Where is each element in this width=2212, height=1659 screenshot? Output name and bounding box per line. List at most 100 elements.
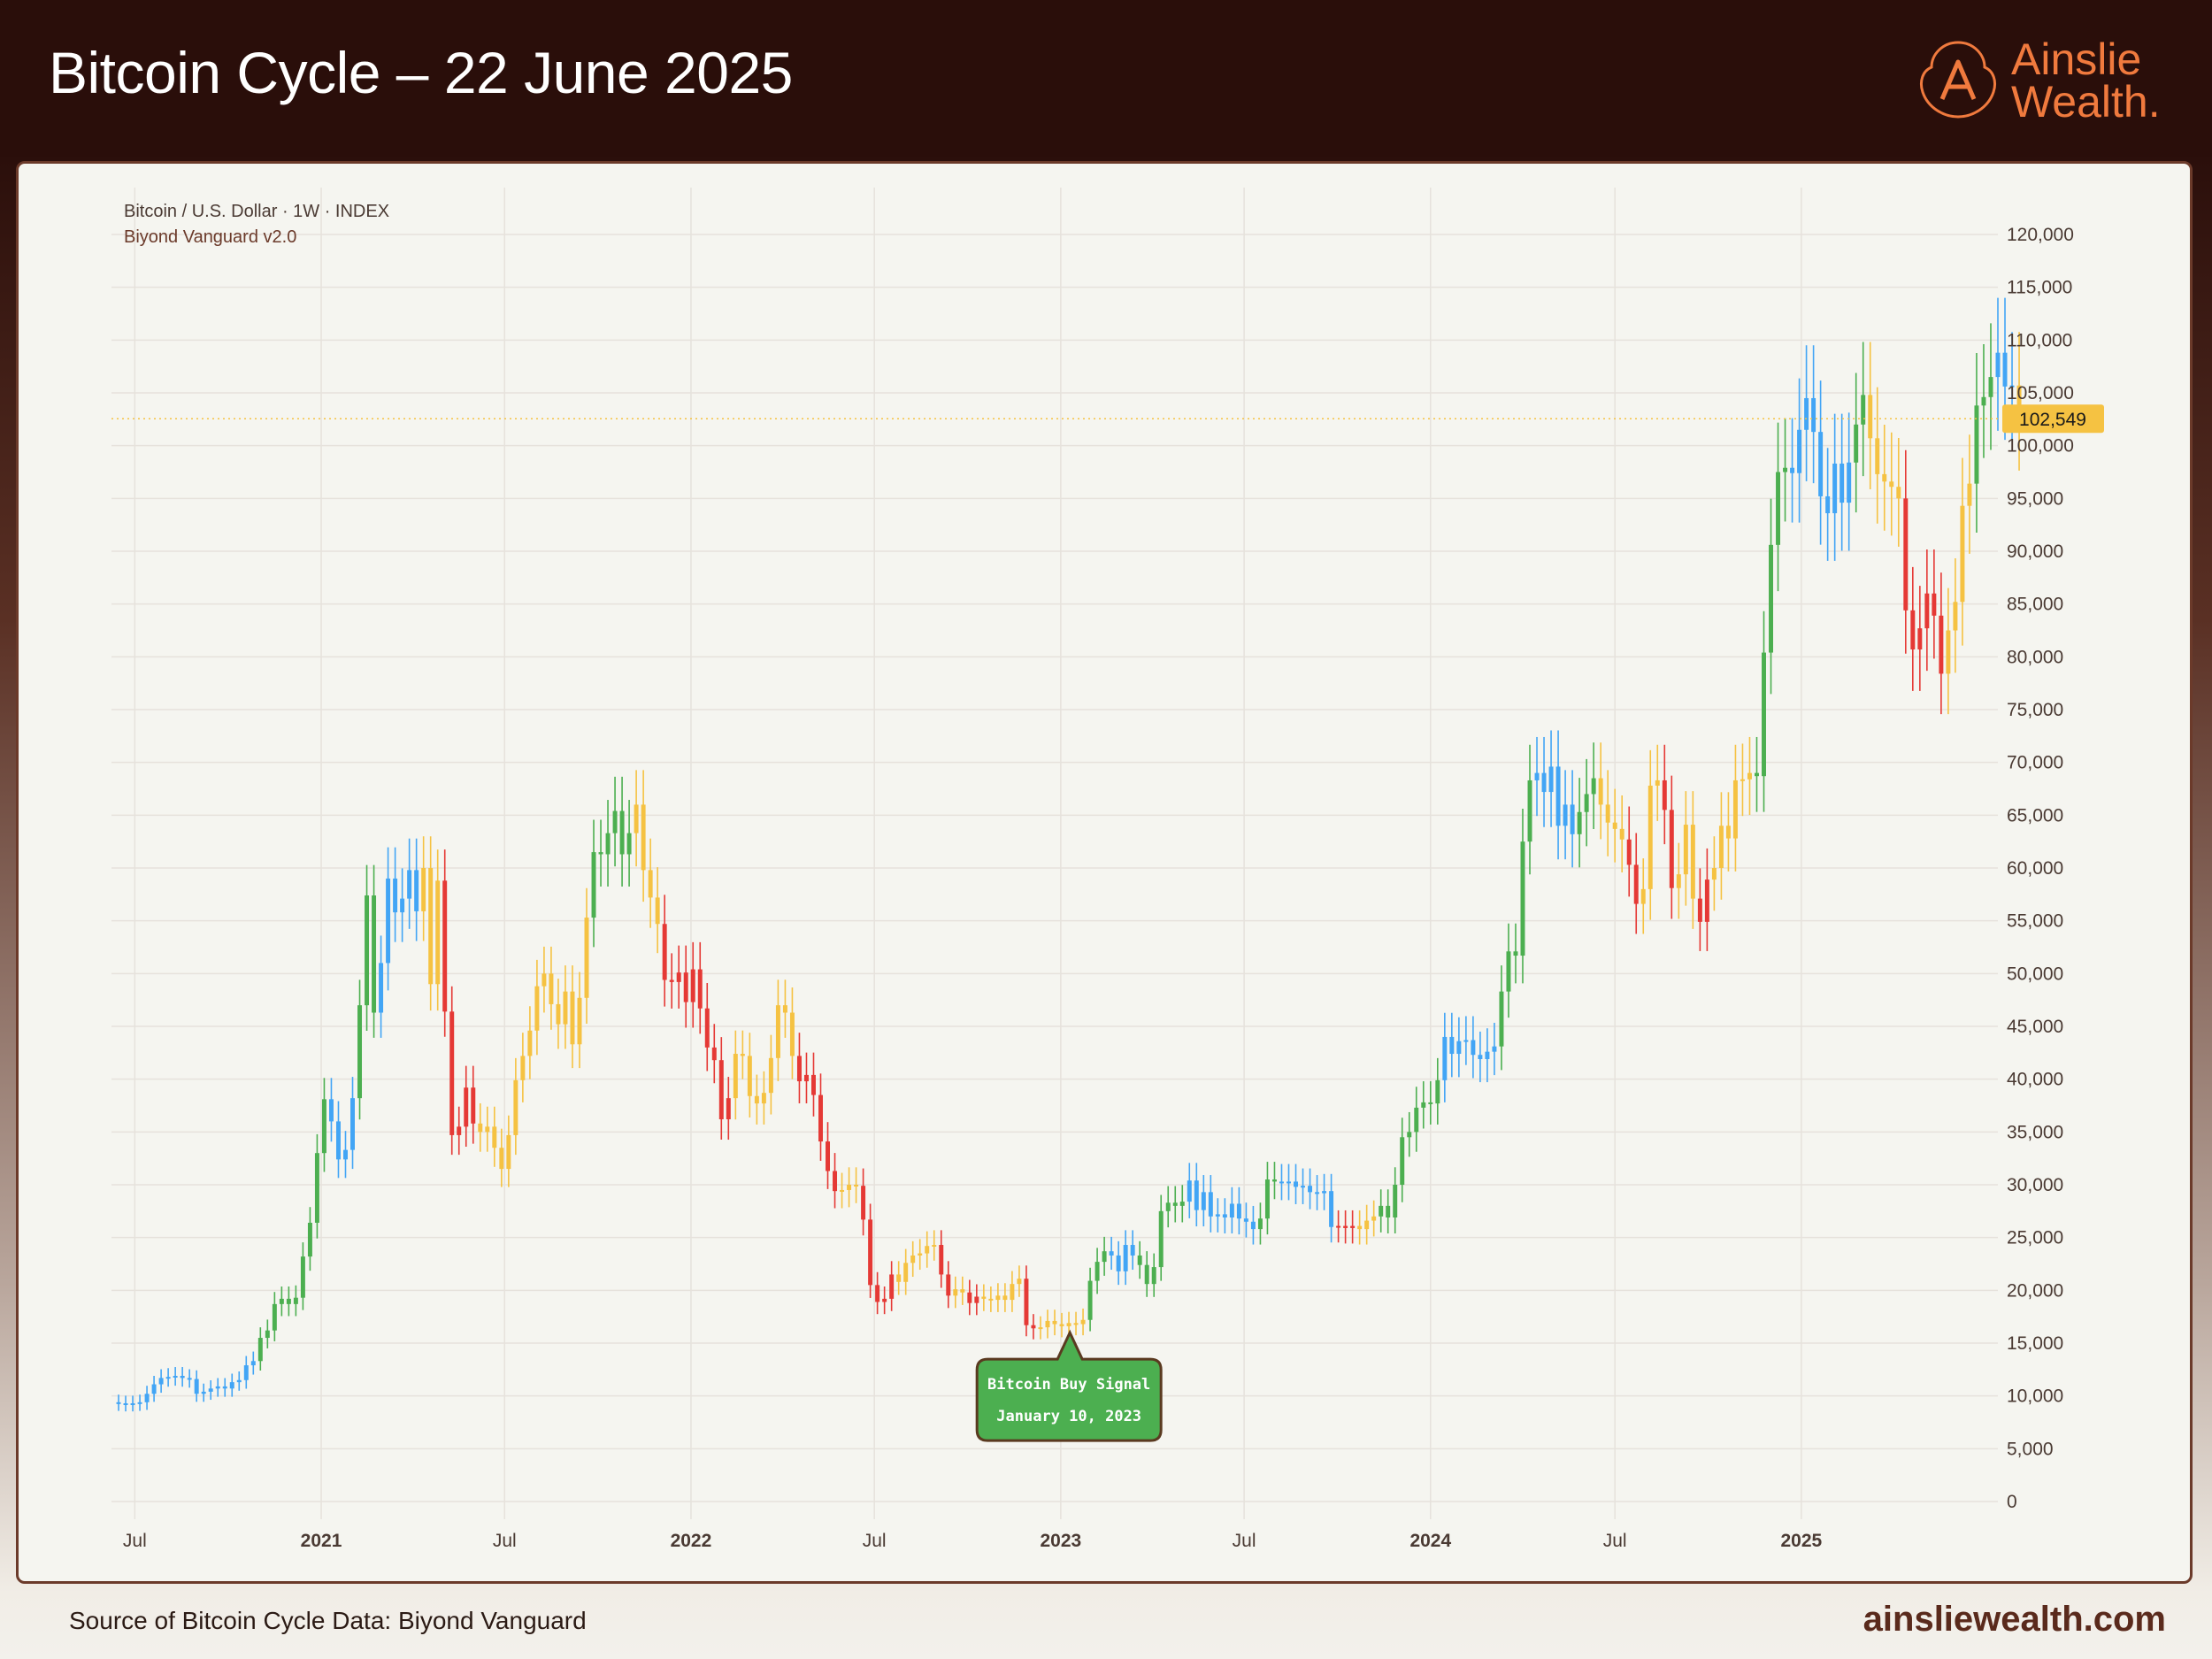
candle-body xyxy=(386,878,391,964)
y-tick-label: 75,000 xyxy=(2007,700,2063,720)
candle-body xyxy=(343,1149,348,1160)
candle-body xyxy=(1981,396,1986,406)
candle-body xyxy=(243,1365,249,1380)
candle-body xyxy=(1087,1280,1093,1320)
header-bar: Bitcoin Cycle – 22 June 2025 Ainslie Wea… xyxy=(0,0,2212,157)
x-tick-label: Jul xyxy=(493,1531,517,1551)
candle-body xyxy=(1243,1218,1248,1222)
candle-body xyxy=(1882,473,1887,482)
candle-body xyxy=(1294,1181,1298,1187)
x-tick-label: 2024 xyxy=(1409,1531,1451,1551)
last-price-tag-bg xyxy=(2002,404,2104,434)
candle-body xyxy=(903,1263,909,1282)
candle-body xyxy=(1250,1221,1256,1230)
candle-body xyxy=(1783,467,1788,472)
candle-body xyxy=(1839,463,1845,503)
candle-body xyxy=(534,986,540,1031)
candle-body xyxy=(1732,780,1738,839)
candle-body xyxy=(286,1298,291,1304)
candle-body xyxy=(513,1079,518,1135)
candle-body xyxy=(1172,1202,1178,1206)
y-tick-label: 20,000 xyxy=(2007,1280,2063,1301)
candle-body xyxy=(1031,1325,1036,1329)
candle-body xyxy=(144,1394,150,1402)
candle-body xyxy=(1109,1251,1114,1256)
candle-body xyxy=(1499,991,1504,1047)
candle-body xyxy=(1002,1295,1008,1301)
candle-body xyxy=(1790,467,1795,473)
logo-text-wealth: Wealth. xyxy=(2011,76,2161,127)
last-price-value: 102,549 xyxy=(2019,410,2086,430)
candle-body xyxy=(1847,462,1852,503)
candle-body xyxy=(1279,1181,1284,1184)
bitcoin-weekly-chart: 120,000 115,000 110,000 105,000 100,000 95,00… xyxy=(111,188,2104,1551)
y-tick-label: 65,000 xyxy=(2007,805,2063,826)
candle-body xyxy=(775,1005,780,1058)
candle-body xyxy=(1357,1225,1363,1230)
candle-body xyxy=(619,810,625,855)
candle-body xyxy=(648,870,653,898)
candle-body xyxy=(520,1056,526,1080)
candle-body xyxy=(1797,429,1802,473)
candle-body xyxy=(854,1185,859,1187)
candle-body xyxy=(1769,544,1774,653)
candle-body xyxy=(1647,785,1653,889)
candle-body xyxy=(1995,352,2001,378)
candle-body xyxy=(1676,874,1681,888)
candle-body xyxy=(796,1056,802,1082)
candle-body xyxy=(896,1274,902,1282)
candle-body xyxy=(250,1361,256,1366)
candle-body xyxy=(669,979,674,982)
candle-body xyxy=(1711,868,1717,880)
candle-body xyxy=(1704,879,1709,922)
candle-body xyxy=(967,1292,972,1303)
candle-body xyxy=(1534,772,1540,780)
y-tick-label: 105,000 xyxy=(2007,383,2074,403)
brand-logo[interactable]: Ainslie Wealth. xyxy=(1916,34,2181,127)
candle-body xyxy=(1322,1191,1327,1194)
candle-body xyxy=(754,1095,759,1104)
candle-body xyxy=(421,868,426,911)
candle-body xyxy=(165,1377,171,1379)
candle-body xyxy=(1187,1180,1192,1202)
candle-body xyxy=(768,1057,773,1094)
candle-body xyxy=(981,1296,987,1299)
candle-body xyxy=(612,810,618,833)
candle-body xyxy=(1315,1192,1320,1194)
candle-body xyxy=(1861,395,1866,425)
candle-body xyxy=(365,895,370,1006)
website-link[interactable]: ainsliewealth.com xyxy=(1863,1600,2166,1639)
candle-body xyxy=(598,852,603,855)
candle-body xyxy=(1080,1319,1086,1325)
candle-body xyxy=(2009,385,2015,388)
candle-body xyxy=(1308,1186,1313,1193)
candle-body xyxy=(257,1338,263,1362)
candle-body xyxy=(1988,377,1993,397)
candle-body xyxy=(563,991,568,1025)
candle-body xyxy=(1271,1179,1277,1182)
candle-body xyxy=(1194,1180,1199,1210)
candle-body xyxy=(840,1189,845,1192)
candle-body xyxy=(847,1185,852,1190)
candle-body xyxy=(626,833,632,855)
candle-body xyxy=(1854,424,1859,463)
candle-body xyxy=(279,1298,284,1304)
x-tick-label: 2022 xyxy=(671,1531,712,1551)
candle-body xyxy=(1875,438,1880,474)
candle-body xyxy=(1102,1251,1107,1263)
candle-body xyxy=(868,1219,873,1286)
candle-body xyxy=(130,1403,135,1406)
candle-body xyxy=(726,1098,731,1120)
candle-body xyxy=(1598,778,1603,805)
candle-body xyxy=(1655,780,1660,786)
candle-body xyxy=(1017,1279,1022,1285)
candle-body xyxy=(974,1296,979,1303)
candle-body xyxy=(1414,1107,1419,1133)
candle-body xyxy=(201,1391,206,1394)
candle-body xyxy=(123,1403,128,1406)
candle-body xyxy=(1137,1255,1142,1265)
candle-body xyxy=(485,1126,490,1133)
candle-body xyxy=(591,852,596,918)
candle-body xyxy=(1010,1284,1015,1301)
candle-body xyxy=(1520,841,1525,956)
